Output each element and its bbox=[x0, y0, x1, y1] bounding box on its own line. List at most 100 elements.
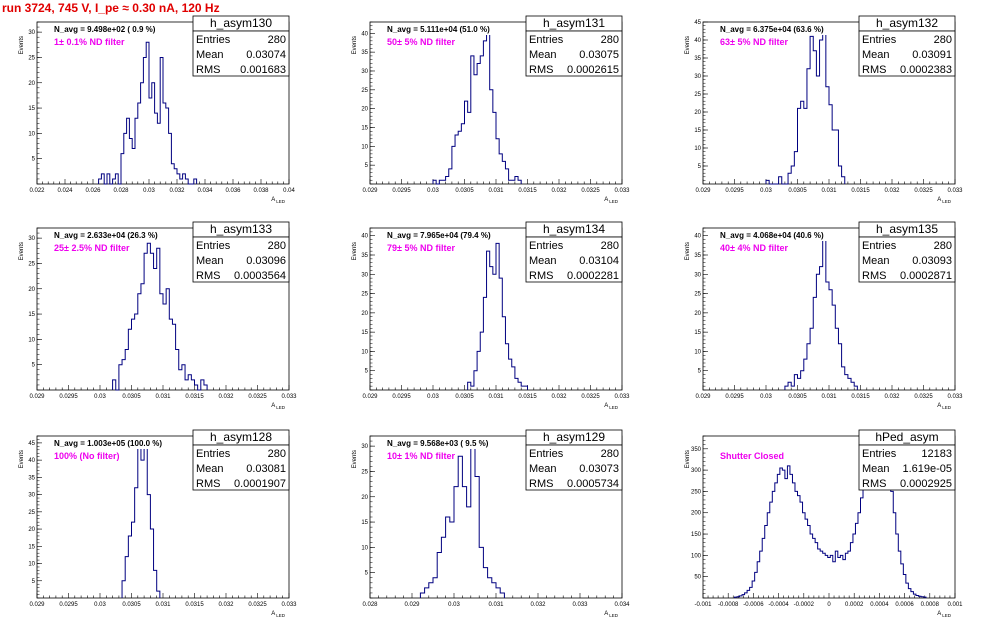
stats-rms-value: 0.0002383 bbox=[900, 64, 952, 76]
x-tick-label: 0.029 bbox=[29, 394, 45, 400]
x-tick-label: 0.024 bbox=[57, 188, 73, 194]
histogram-name: h_asym129 bbox=[543, 430, 605, 444]
y-axis-title: Events bbox=[685, 450, 691, 468]
stats-rms-label: RMS bbox=[196, 64, 220, 76]
stats-entries-label: Entries bbox=[862, 240, 897, 252]
navg-label: N_avg = 1.003e+05 (100.0 %) bbox=[54, 439, 162, 448]
y-tick-label: 40 bbox=[694, 38, 701, 44]
x-tick-label: 0.0325 bbox=[248, 602, 267, 608]
y-tick-label: 25 bbox=[28, 55, 35, 61]
y-tick-label: 5 bbox=[365, 163, 369, 169]
y-tick-label: 30 bbox=[28, 30, 35, 36]
histogram-name: h_asym131 bbox=[543, 16, 605, 30]
y-tick-label: 35 bbox=[361, 253, 368, 259]
x-tick-label: 0.03 bbox=[427, 394, 439, 400]
stats-mean-value: 0.03104 bbox=[579, 255, 619, 267]
navg-label: N_avg = 9.498e+02 ( 0.9 %) bbox=[54, 25, 156, 34]
histogram-panel-h_asym128: 0.029 0.0295 0.03 0.0305 0.031 0.0315 0.032 0.0… bbox=[19, 429, 297, 618]
stats-entries-label: Entries bbox=[529, 34, 564, 46]
x-tick-label: 0.0295 bbox=[59, 602, 78, 608]
y-tick-label: 10 bbox=[361, 144, 368, 150]
histogram-name: h_asym132 bbox=[876, 16, 938, 30]
stats-mean-label: Mean bbox=[196, 49, 224, 61]
stats-mean-value: 0.03081 bbox=[246, 463, 286, 475]
x-tick-label: 0.0295 bbox=[725, 188, 744, 194]
stats-entries-label: Entries bbox=[529, 448, 564, 460]
navg-label: N_avg = 5.111e+04 (51.0 %) bbox=[387, 25, 490, 34]
y-axis-title: Events bbox=[19, 242, 25, 260]
x-tick-label: 0.0002 bbox=[845, 602, 864, 608]
x-tick-label: 0.029 bbox=[362, 188, 378, 194]
histogram-outline bbox=[734, 444, 927, 598]
x-tick-label: 0.032 bbox=[218, 602, 234, 608]
x-tick-label: 0.0315 bbox=[851, 188, 870, 194]
y-tick-label: 30 bbox=[28, 493, 35, 499]
y-tick-label: 10 bbox=[694, 146, 701, 152]
x-tick-label: 0.032 bbox=[551, 394, 567, 400]
x-tick-label: 0.03 bbox=[760, 394, 772, 400]
x-tick-label: 0.031 bbox=[821, 394, 837, 400]
x-tick-label: 0.0305 bbox=[455, 188, 474, 194]
stats-mean-value: 0.03075 bbox=[579, 49, 619, 61]
y-tick-label: 5 bbox=[698, 369, 702, 375]
x-tick-label: 0.029 bbox=[29, 602, 45, 608]
stats-rms-label: RMS bbox=[196, 270, 220, 282]
stats-mean-label: Mean bbox=[529, 49, 557, 61]
stats-box bbox=[525, 30, 623, 77]
stats-entries-value: 280 bbox=[934, 240, 952, 252]
y-tick-label: 25 bbox=[28, 510, 35, 516]
y-tick-label: 40 bbox=[361, 234, 368, 240]
x-tick-label: 0.0008 bbox=[921, 602, 940, 608]
stats-entries-value: 280 bbox=[601, 448, 619, 460]
stats-box bbox=[192, 236, 290, 283]
stats-entries-label: Entries bbox=[196, 34, 231, 46]
stats-entries-value: 280 bbox=[268, 448, 286, 460]
stats-rms-label: RMS bbox=[862, 270, 886, 282]
x-tick-label: 0.033 bbox=[281, 394, 297, 400]
navg-background bbox=[49, 438, 219, 449]
stats-mean-value: 0.03093 bbox=[912, 255, 952, 267]
y-tick-label: 15 bbox=[28, 544, 35, 550]
x-tick-label: 0.03 bbox=[448, 602, 460, 608]
y-tick-label: 30 bbox=[694, 74, 701, 80]
histogram-panel-h_asym133: 0.029 0.0295 0.03 0.0305 0.031 0.0315 0.032 0.0… bbox=[19, 221, 297, 410]
x-tick-label: 0.0325 bbox=[248, 394, 267, 400]
y-tick-label: 15 bbox=[28, 312, 35, 318]
histogram-name: h_asym133 bbox=[210, 222, 272, 236]
stats-rms-value: 0.0005734 bbox=[567, 478, 619, 490]
x-tick-label: 0.0305 bbox=[788, 394, 807, 400]
x-tick-label: 0.0295 bbox=[59, 394, 78, 400]
y-tick-label: 30 bbox=[28, 236, 35, 242]
x-tick-label: 0.0305 bbox=[122, 394, 141, 400]
filter-label: 79± 5% ND filter bbox=[387, 243, 455, 253]
x-tick-label: 0.033 bbox=[947, 188, 963, 194]
filter-label: 10± 1% ND filter bbox=[387, 451, 455, 461]
y-tick-label: 350 bbox=[691, 447, 702, 453]
stats-entries-label: Entries bbox=[196, 448, 231, 460]
x-tick-label: 0.0295 bbox=[725, 394, 744, 400]
histogram-outline bbox=[419, 440, 505, 598]
y-tick-label: 45 bbox=[28, 441, 35, 447]
histogram-name: h_asym134 bbox=[543, 222, 605, 236]
histogram-panel-h_asym134: 0.029 0.0295 0.03 0.0305 0.031 0.0315 0.032 0.0… bbox=[352, 221, 630, 410]
filter-label: 50± 5% ND filter bbox=[387, 37, 455, 47]
y-tick-label: 20 bbox=[28, 81, 35, 87]
x-tick-label: 0.029 bbox=[695, 394, 711, 400]
stats-mean-value: 0.03096 bbox=[246, 255, 286, 267]
x-axis-title: ALED bbox=[937, 197, 952, 204]
x-tick-label: -0.0002 bbox=[794, 602, 815, 608]
x-axis-title: ALED bbox=[271, 197, 286, 204]
histogram-name: hPed_asym bbox=[875, 430, 938, 444]
filter-label: 1± 0.1% ND filter bbox=[54, 37, 125, 47]
stats-mean-value: 0.03074 bbox=[246, 49, 286, 61]
y-tick-label: 5 bbox=[32, 363, 36, 369]
stats-entries-label: Entries bbox=[862, 448, 897, 460]
y-tick-label: 50 bbox=[694, 575, 701, 581]
stats-entries-value: 280 bbox=[601, 240, 619, 252]
stats-box bbox=[858, 30, 956, 77]
x-tick-label: 0.034 bbox=[614, 602, 630, 608]
x-tick-label: 0.033 bbox=[614, 188, 630, 194]
stats-rms-value: 0.001683 bbox=[240, 64, 286, 76]
y-tick-label: 30 bbox=[361, 69, 368, 75]
